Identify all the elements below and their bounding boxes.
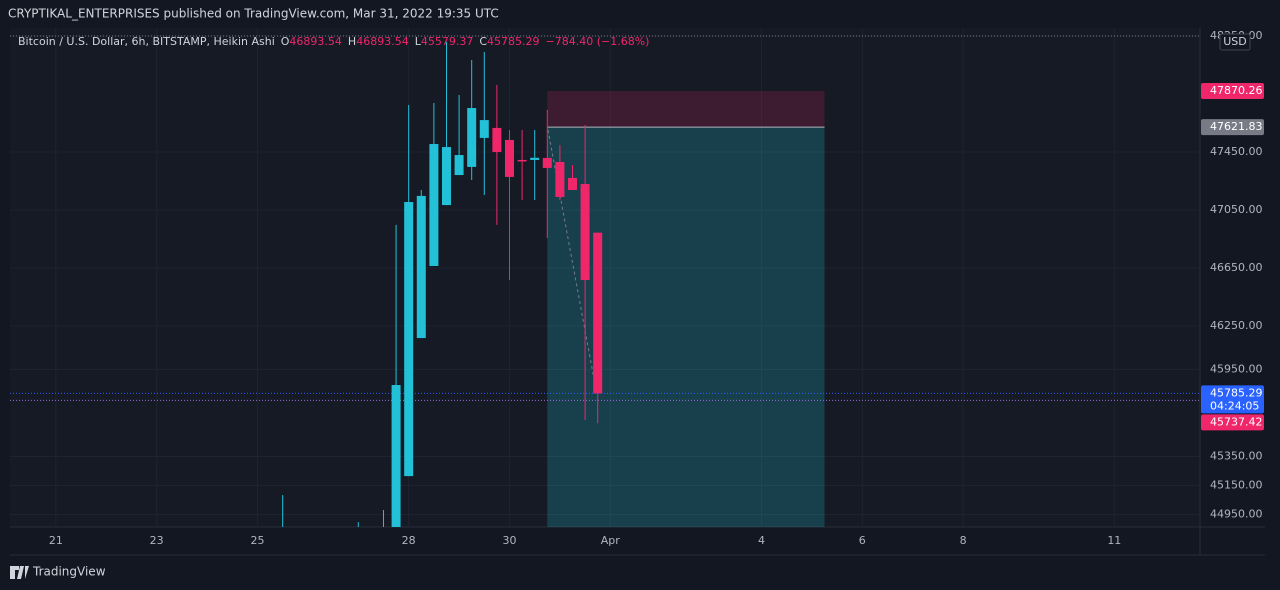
x-tick-label: Apr — [601, 534, 621, 547]
candle-body — [580, 184, 590, 281]
line-price-label: 45737.42 — [1210, 415, 1263, 428]
y-tick-label: 44950.00 — [1210, 508, 1263, 521]
y-tick-label: 47050.00 — [1210, 203, 1263, 216]
candle-body — [467, 108, 477, 167]
entry-label-box — [1201, 119, 1264, 136]
y-tick-label: 45950.00 — [1210, 363, 1263, 376]
plot — [10, 41, 1200, 527]
candle-body — [404, 202, 414, 477]
legend: Bitcoin / U.S. Dollar, 6h, BITSTAMP, Hei… — [18, 35, 649, 48]
ohlc-key: H — [348, 35, 356, 48]
candle-body — [542, 157, 552, 168]
ohlc-value: 46893.54 — [356, 35, 409, 48]
ohlc-value: 45579.37 — [421, 35, 474, 48]
ohlc-key: O — [281, 35, 290, 48]
x-tick-label: 23 — [150, 534, 164, 547]
candle-body — [479, 120, 489, 138]
plot-area — [10, 28, 1200, 527]
logo-text: TradingView — [32, 565, 106, 579]
x-tick-label: 11 — [1107, 534, 1121, 547]
candle-body — [530, 157, 540, 160]
candle-body — [567, 177, 577, 190]
candle-body — [492, 127, 502, 152]
y-tick-label: 47450.00 — [1210, 145, 1263, 158]
line-price-box — [1201, 414, 1264, 431]
countdown: 04:24:05 — [1210, 399, 1259, 412]
last-price-box — [1201, 385, 1264, 414]
candle-body — [517, 159, 527, 162]
candle-body — [429, 144, 439, 266]
logo-icon — [10, 566, 29, 579]
x-tick-label: 8 — [960, 534, 967, 547]
x-tick-label: 21 — [49, 534, 63, 547]
x-tick-label: 4 — [758, 534, 765, 547]
x-tick-label: 30 — [502, 534, 516, 547]
x-tick-label: 28 — [402, 534, 416, 547]
stop-label-box — [1201, 83, 1264, 100]
last-price-label: 45785.29 — [1210, 386, 1263, 399]
y-tick-label: 45350.00 — [1210, 450, 1263, 463]
entry-label: 47621.83 — [1210, 120, 1263, 133]
candle-body — [504, 139, 514, 177]
y-tick-label: 46650.00 — [1210, 261, 1263, 274]
candle-body — [391, 385, 401, 527]
symbol: Bitcoin / U.S. Dollar, 6h, BITSTAMP, Hei… — [18, 35, 275, 48]
y-tick-label: 45150.00 — [1210, 479, 1263, 492]
x-tick-label: 6 — [859, 534, 866, 547]
ohlc-value: 46893.54 — [289, 35, 342, 48]
candle-body — [555, 161, 565, 197]
ohlc-key: L — [415, 35, 422, 48]
axes: 48250.0047450.0047050.0046650.0046250.00… — [49, 29, 1264, 547]
stop-label: 47870.26 — [1210, 84, 1263, 97]
publisher: CRYPTIKAL_ENTERPRISES published on Tradi… — [8, 7, 499, 21]
currency-box — [1219, 33, 1251, 51]
x-tick-label: 25 — [250, 534, 264, 547]
candle-body — [416, 195, 426, 339]
ohlc-value: 45785.29 — [487, 35, 540, 48]
y-tick-label: 46250.00 — [1210, 319, 1263, 332]
stop-zone — [547, 91, 825, 128]
candle-body — [441, 147, 451, 206]
currency: USD — [1223, 35, 1247, 48]
ohlc-key: C — [479, 35, 487, 48]
change: −784.40 (−1.68%) — [546, 35, 650, 48]
candle-body — [593, 232, 603, 394]
candle-body — [454, 155, 464, 176]
